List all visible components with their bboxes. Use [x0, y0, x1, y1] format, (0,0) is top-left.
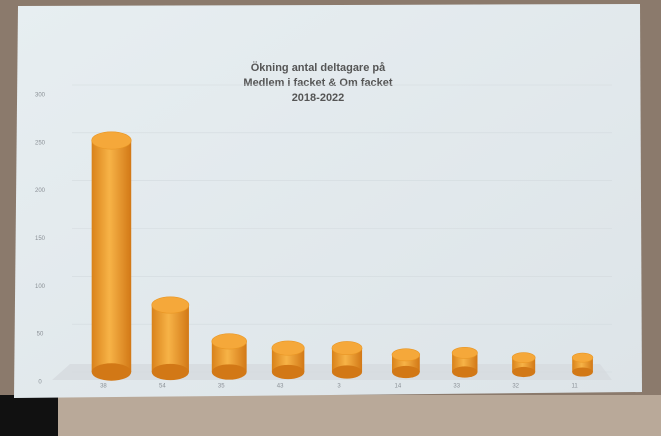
chart-title-line: Ökning antal deltagare på [251, 61, 386, 74]
x-tick-label: 33 [453, 384, 460, 390]
y-tick-label: 300 [35, 93, 46, 99]
x-tick-label: 43 [277, 384, 284, 390]
x-tick-label: 14 [395, 384, 402, 390]
y-tick-label: 200 [35, 188, 46, 194]
bar-top [511, 352, 536, 364]
bar-base [572, 367, 593, 377]
x-tick-label: 3 [337, 384, 341, 390]
bar-base [331, 365, 363, 379]
bar [151, 305, 189, 372]
bar-top [331, 341, 363, 356]
bar-base [392, 365, 420, 379]
bar-top [571, 352, 594, 363]
x-tick-label: 32 [512, 384, 519, 390]
foreground-object [0, 395, 58, 436]
chart-title-line: Medlem i facket & Om facket [243, 77, 393, 89]
bar-top [91, 131, 132, 150]
bar-base [271, 364, 305, 380]
bar-base [512, 366, 536, 378]
y-tick-label: 150 [35, 236, 46, 242]
x-tick-label: 38 [100, 384, 107, 390]
bar-top [451, 346, 478, 359]
x-tick-label: 35 [218, 384, 225, 390]
chart-title: Ökning antal deltagare på Medlem i facke… [243, 61, 393, 104]
y-tick-label: 0 [38, 380, 42, 386]
x-tick-label: 11 [571, 384, 578, 390]
bar-top [151, 296, 190, 314]
bar-top [211, 333, 247, 350]
bar-base [452, 366, 478, 378]
wall-lower [0, 395, 661, 436]
bar-base [211, 364, 247, 380]
bar-base [91, 363, 132, 381]
chart-title-line: 2018-2022 [292, 92, 345, 104]
bar [91, 140, 132, 372]
y-tick-label: 250 [35, 140, 46, 146]
y-tick-label: 50 [37, 332, 44, 338]
bar-top [271, 340, 305, 356]
bar-base [151, 363, 189, 381]
x-tick-label: 54 [159, 384, 166, 390]
bar-top [391, 348, 421, 362]
y-tick-label: 100 [35, 284, 46, 290]
